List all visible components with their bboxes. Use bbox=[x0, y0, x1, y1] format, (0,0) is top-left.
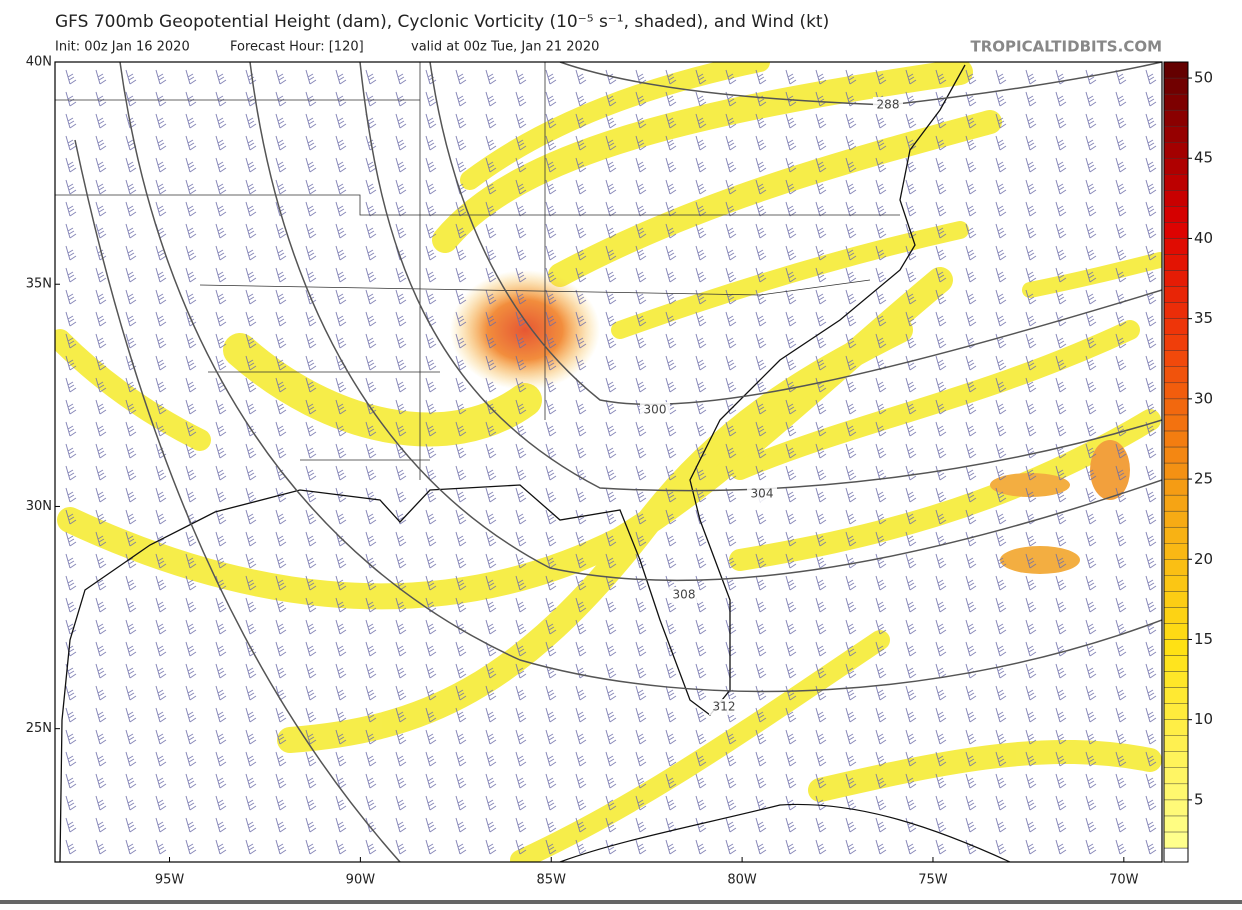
colorbar-cell bbox=[1163, 430, 1189, 448]
lon-label: 85W bbox=[537, 873, 567, 888]
contour-label-bg bbox=[873, 97, 903, 113]
colorbar-cell bbox=[1163, 799, 1189, 817]
colorbar-cell bbox=[1163, 831, 1189, 849]
colorbar-frame bbox=[1163, 61, 1189, 863]
colorbar-cell bbox=[1163, 671, 1189, 688]
cuba-coast bbox=[559, 803, 1011, 862]
credit: TROPICALTIDBITS.COM bbox=[971, 38, 1163, 56]
contour-label-bg bbox=[709, 699, 739, 715]
colorbar-cell bbox=[1163, 494, 1189, 512]
colorbar-cell bbox=[1163, 125, 1189, 143]
init-time: Init: 00z Jan 16 2020 bbox=[55, 40, 190, 55]
colorbar-cell bbox=[1163, 398, 1189, 416]
colorbar-cell bbox=[1163, 158, 1189, 175]
colorbar-cell bbox=[1163, 174, 1189, 191]
contour-label-bg bbox=[747, 486, 777, 502]
colorbar-cell bbox=[1163, 543, 1189, 560]
colorbar-cell bbox=[1163, 639, 1189, 656]
colorbar-cell bbox=[1163, 687, 1189, 704]
colorbar-tick-label: 35 bbox=[1194, 309, 1213, 327]
colorbar-bottom bbox=[1163, 847, 1189, 863]
colorbar-cell bbox=[1163, 655, 1189, 672]
colorbar-tick-label: 15 bbox=[1194, 630, 1213, 648]
colorbar-tick-label: 5 bbox=[1194, 790, 1204, 808]
contour-label-bg bbox=[669, 587, 699, 603]
colorbar-cell bbox=[1163, 815, 1189, 833]
colorbar-cell bbox=[1163, 575, 1189, 592]
colorbar-cell bbox=[1163, 510, 1189, 528]
contour-label: 288 bbox=[877, 98, 900, 112]
contour-label: 300 bbox=[644, 403, 667, 417]
colorbar-cell bbox=[1163, 607, 1189, 624]
colorbar-cell bbox=[1163, 350, 1189, 367]
lat-label: 35N bbox=[26, 277, 52, 292]
colorbar-cell bbox=[1163, 783, 1189, 801]
colorbar-cell bbox=[1163, 190, 1189, 207]
colorbar-tick-label: 45 bbox=[1194, 149, 1213, 167]
colorbar-cell bbox=[1163, 109, 1189, 127]
colorbar-cell bbox=[1163, 334, 1189, 351]
colorbar-cell bbox=[1163, 526, 1189, 544]
colorbar-cell bbox=[1163, 61, 1189, 79]
colorbar-cell bbox=[1163, 77, 1189, 95]
colorbar-cell bbox=[1163, 206, 1189, 223]
colorbar-cell bbox=[1163, 286, 1189, 303]
colorbar-cell bbox=[1163, 751, 1189, 768]
lon-label: 80W bbox=[727, 873, 757, 888]
wind-barbs bbox=[55, 62, 1162, 862]
colorbar-cell bbox=[1163, 446, 1189, 464]
contour-label-bg bbox=[640, 402, 670, 418]
valid-time: valid at 00z Tue, Jan 21 2020 bbox=[411, 40, 599, 55]
colorbar-cell bbox=[1163, 254, 1189, 271]
colorbar-cell bbox=[1163, 462, 1189, 480]
lat-label: 25N bbox=[26, 721, 52, 736]
lon-label: 95W bbox=[155, 873, 185, 888]
colorbar-cell bbox=[1163, 767, 1189, 785]
colorbar-tick-label: 40 bbox=[1194, 229, 1213, 247]
colorbar-cell bbox=[1163, 719, 1189, 736]
colorbar-cell bbox=[1163, 559, 1189, 576]
colorbar-cell bbox=[1163, 735, 1189, 752]
lon-label: 90W bbox=[346, 873, 376, 888]
colorbar-cell bbox=[1163, 414, 1189, 432]
lat-label: 40N bbox=[26, 55, 52, 70]
lon-label: 75W bbox=[918, 873, 948, 888]
colorbar-cell bbox=[1163, 222, 1189, 239]
colorbar-tick-label: 50 bbox=[1194, 69, 1213, 87]
colorbar-cell bbox=[1163, 318, 1189, 335]
map-area bbox=[55, 62, 1162, 862]
colorbar-cell bbox=[1163, 302, 1189, 319]
state-borders bbox=[55, 62, 900, 480]
lon-label: 70W bbox=[1109, 873, 1139, 888]
colorbar-tick-label: 25 bbox=[1194, 470, 1213, 488]
contour-label: 304 bbox=[751, 487, 774, 501]
height-contours bbox=[74, 62, 1162, 862]
lat-label: 30N bbox=[26, 499, 52, 514]
colorbar-cell bbox=[1163, 478, 1189, 496]
colorbar-tick-label: 30 bbox=[1194, 389, 1213, 407]
colorbar-cell bbox=[1163, 93, 1189, 111]
colorbar-tick-label: 20 bbox=[1194, 550, 1213, 568]
colorbar-cell bbox=[1163, 703, 1189, 720]
colorbar-tick-label: 10 bbox=[1194, 710, 1213, 728]
colorbar-cell bbox=[1163, 382, 1189, 400]
colorbar-cell bbox=[1163, 270, 1189, 287]
colorbar-cell bbox=[1163, 238, 1189, 255]
forecast-hour: Forecast Hour: [120] bbox=[230, 40, 364, 55]
colorbar-cell bbox=[1163, 142, 1189, 159]
colorbar-cell bbox=[1163, 591, 1189, 608]
contour-label: 312 bbox=[713, 700, 736, 714]
colorbar-cell bbox=[1163, 623, 1189, 640]
coastline bbox=[59, 64, 966, 862]
colorbar-cell bbox=[1163, 366, 1189, 384]
contour-label: 308 bbox=[673, 588, 696, 602]
map-frame bbox=[54, 61, 1163, 863]
title: GFS 700mb Geopotential Height (dam), Cyc… bbox=[55, 12, 829, 32]
